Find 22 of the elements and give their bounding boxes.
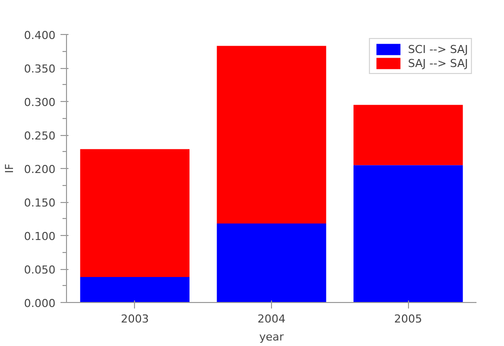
y-tick-label: 0.300 (24, 96, 56, 109)
y-tick-label: 0.000 (24, 297, 56, 310)
bar (216, 46, 326, 224)
y-tick-label: 0.200 (24, 163, 56, 176)
y-axis-title: IF (3, 164, 16, 174)
y-tick-label: 0.150 (24, 196, 56, 210)
bar (80, 149, 190, 278)
legend-label: SCI --> SAJ (408, 42, 468, 56)
y-tick-label: 0.350 (24, 62, 56, 76)
legend-label: SAJ --> SAJ (408, 56, 468, 70)
y-tick-label: 0.250 (24, 130, 56, 142)
y-tick-label: 0.400 (24, 29, 56, 42)
x-tick-label: 2003 (120, 312, 149, 326)
bar (354, 165, 463, 302)
x-tick-label: 2004 (258, 312, 286, 326)
x-tick-label: 2005 (394, 312, 422, 326)
x-axis-title: year (259, 330, 284, 344)
bar (216, 223, 326, 302)
y-tick-label: 0.050 (24, 264, 56, 276)
y-tick-label: 0.100 (24, 230, 56, 243)
bar (80, 277, 190, 302)
bar (354, 104, 463, 166)
